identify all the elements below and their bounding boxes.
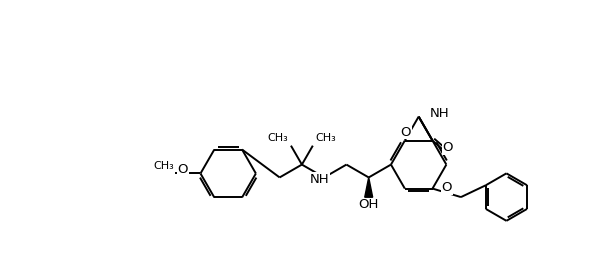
Text: NH: NH: [309, 173, 329, 186]
Text: NH: NH: [430, 107, 449, 120]
Polygon shape: [365, 178, 372, 197]
Text: CH₃: CH₃: [316, 133, 337, 143]
Text: CH₃: CH₃: [153, 161, 174, 170]
Text: O: O: [442, 181, 452, 194]
Text: O: O: [178, 163, 188, 176]
Text: CH₃: CH₃: [267, 133, 288, 143]
Text: OH: OH: [359, 198, 379, 211]
Text: O: O: [401, 126, 411, 139]
Text: O: O: [442, 141, 453, 154]
